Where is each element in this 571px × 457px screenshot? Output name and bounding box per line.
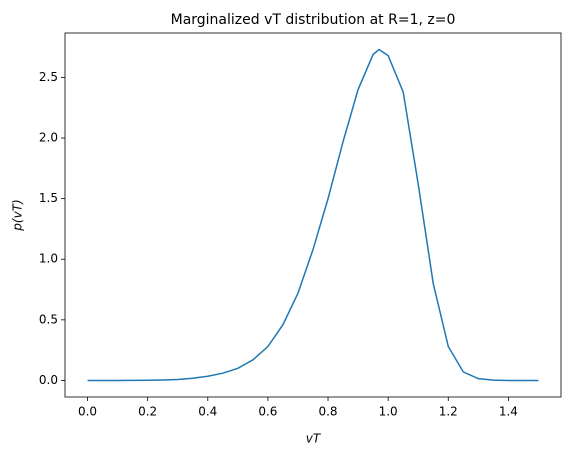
x-tick-label: 0.0	[78, 405, 97, 419]
plot-frame	[64, 32, 562, 398]
y-tick-label: 2.5	[39, 70, 58, 84]
x-axis-label: vT	[306, 432, 322, 446]
x-tick-label: 1.2	[439, 405, 458, 419]
x-tick-label: 0.2	[138, 405, 157, 419]
x-tick-label: 0.4	[198, 405, 217, 419]
y-tick-label: 1.5	[39, 191, 58, 205]
y-tick-label: 0.5	[39, 312, 58, 326]
x-tick-label: 0.6	[258, 405, 277, 419]
y-tick-label: 0.0	[39, 373, 58, 387]
x-tick-label: 0.8	[318, 405, 337, 419]
y-axis-label: p(vT)	[11, 199, 25, 231]
x-tick-label: 1.4	[499, 405, 518, 419]
line	[87, 48, 539, 382]
y-tick-label: 2.0	[39, 131, 58, 145]
x-tick-label: 1.0	[379, 405, 398, 419]
chart-title: Marginalized vT distribution at R=1, z=0	[171, 12, 456, 28]
y-tick-label: 1.0	[39, 252, 58, 266]
